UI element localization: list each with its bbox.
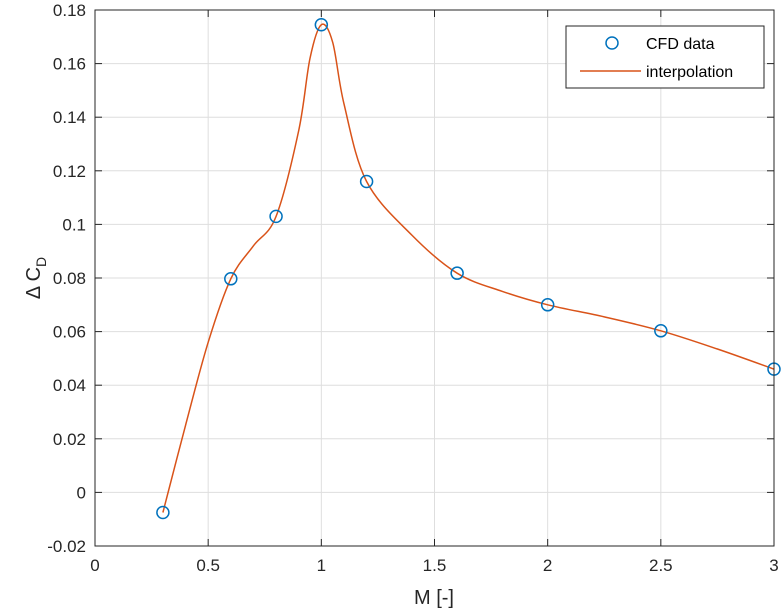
cfd-data-point xyxy=(654,324,668,338)
x-axis-label: M [-] xyxy=(414,587,454,609)
cfd-data-point xyxy=(359,174,374,189)
legend-label-cfd-data: CFD data xyxy=(646,36,715,53)
ticks xyxy=(94,9,775,547)
x-tick-labels: 0 0.5 1 1.5 2 2.5 3 xyxy=(90,556,778,575)
x-tick-label: 1 xyxy=(317,556,326,575)
y-tick-labels: -0.02 0 0.02 0.04 0.06 0.08 0.1 0.12 0.14 0.16 0.1… xyxy=(47,1,86,556)
y-tick-label: 0.14 xyxy=(53,108,86,127)
y-tick-label: -0.02 xyxy=(47,537,86,556)
y-axis-label: Δ CD xyxy=(23,257,49,299)
y-tick-label: 0.08 xyxy=(53,269,86,288)
y-tick-label: 0.12 xyxy=(53,162,86,181)
cfd-data-point xyxy=(450,266,464,280)
grid xyxy=(95,10,774,546)
y-tick-label: 0.18 xyxy=(53,1,86,20)
y-tick-label: 0.04 xyxy=(53,376,86,395)
x-tick-label: 3 xyxy=(769,556,778,575)
series-cfd-data xyxy=(156,17,781,520)
interpolation-line xyxy=(162,23,775,513)
y-axis-label-subscript: D xyxy=(33,257,49,267)
y-axis-label-main: Δ C xyxy=(23,267,45,299)
legend-marker-cfd-data xyxy=(605,36,619,50)
y-tick-label: 0.02 xyxy=(53,430,86,449)
y-tick-label: 0.1 xyxy=(62,215,86,234)
legend-label-interpolation: interpolation xyxy=(646,64,733,81)
cfd-data-point xyxy=(224,272,238,286)
y-tick-label: 0.16 xyxy=(53,55,86,74)
cfd-data-point xyxy=(540,298,555,312)
y-tick-label: 0 xyxy=(77,483,86,502)
x-tick-label: 2.5 xyxy=(649,556,673,575)
x-tick-label: 0 xyxy=(90,556,99,575)
x-tick-label: 1.5 xyxy=(423,556,447,575)
legend: CFD data interpolation xyxy=(565,25,765,89)
cfd-data-point xyxy=(314,17,329,32)
x-tick-label: 2 xyxy=(543,556,552,575)
series-interpolation xyxy=(162,23,775,513)
cfd-data-point xyxy=(156,505,170,520)
legend-box xyxy=(565,25,765,89)
x-tick-label: 0.5 xyxy=(196,556,220,575)
cfd-data-point xyxy=(269,209,283,224)
y-tick-label: 0.06 xyxy=(53,323,86,342)
